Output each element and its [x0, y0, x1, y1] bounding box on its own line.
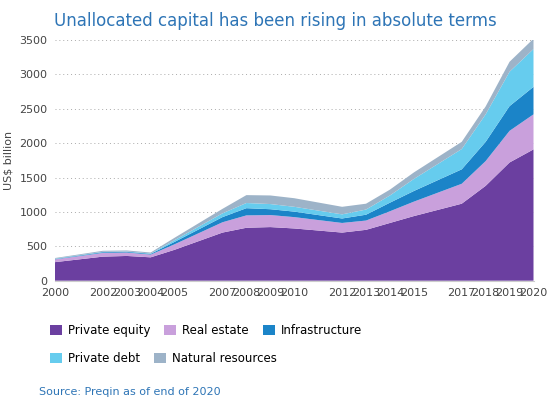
- Text: Source: Preqin as of end of 2020: Source: Preqin as of end of 2020: [39, 387, 220, 397]
- Y-axis label: US$ billion: US$ billion: [4, 131, 14, 190]
- Text: Unallocated capital has been rising in absolute terms: Unallocated capital has been rising in a…: [54, 12, 496, 30]
- Legend: Private debt, Natural resources: Private debt, Natural resources: [50, 352, 277, 365]
- Legend: Private equity, Real estate, Infrastructure: Private equity, Real estate, Infrastruct…: [50, 324, 362, 337]
